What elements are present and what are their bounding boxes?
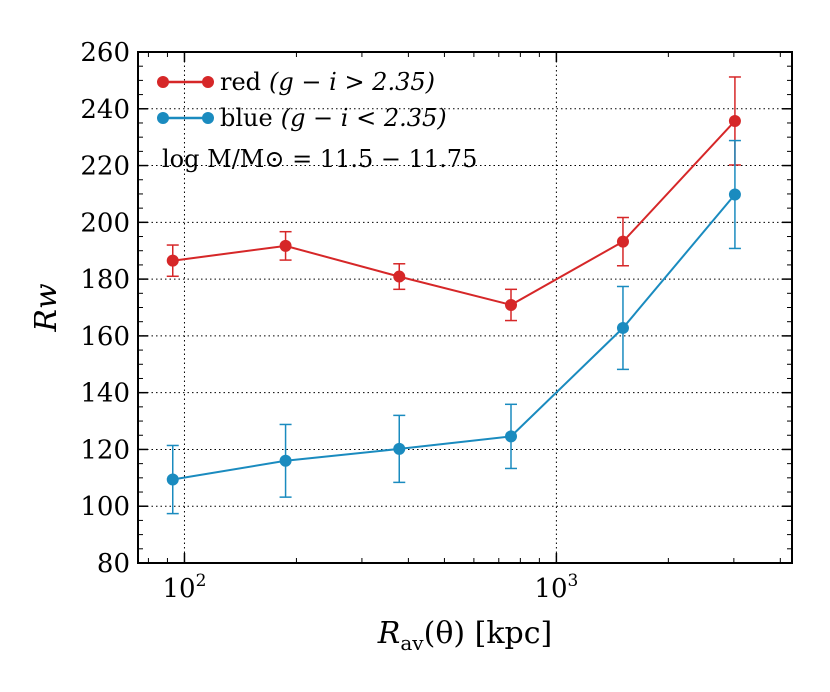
blue-data-point [166,473,179,486]
grid-layer [138,52,792,563]
blue-data-point [279,454,292,467]
red-data-point [616,235,629,248]
legend-label-red-plain: red [220,68,261,96]
blue-series-line [172,193,736,481]
y-tick-label: 120 [80,435,130,465]
x-tick-label: 102 [163,571,207,604]
x-tick-label-base: 10 [534,574,567,604]
legend-label-red-math: (g − i > 2.35) [269,68,435,96]
blue-data-point [728,188,741,201]
series-layer [166,76,741,515]
legend-label-blue: blue (g − i < 2.35) [220,104,447,132]
legend: red (g − i > 2.35) blue (g − i < 2.35) log… [157,68,477,173]
x-axis-label-sub: av [400,631,424,655]
y-tick-label: 200 [80,208,130,238]
y-tick-labels: 80 100 120 140 160 180 200 220 240 260 [80,38,130,579]
y-tick-label: 240 [80,95,130,125]
red-data-point [166,254,179,267]
x-axis-label: Rav(θ) [kpc] [377,616,552,655]
y-tick-label: 140 [80,379,130,409]
x-tick-label-exponent: 2 [196,571,207,591]
y-tick-label: 100 [80,492,130,522]
blue-data-point [616,321,629,334]
ticks-layer [138,51,792,564]
legend-label-red: red (g − i > 2.35) [220,68,435,96]
legend-marker-red-right [202,76,214,88]
y-tick-label: 220 [80,152,130,182]
y-tick-label: 260 [80,38,130,68]
y-tick-label: 180 [80,265,130,295]
x-tick-label-base: 10 [163,574,196,604]
red-series-line [172,120,736,306]
blue-data-point [505,430,518,443]
red-data-point [393,270,406,283]
blue-data-point [393,442,406,455]
red-data-point [279,239,292,252]
legend-marker-blue-right [202,112,214,124]
mass-annotation: log M/M⊙ = 11.5 − 11.75 [162,145,477,173]
red-data-point [728,114,741,127]
red-data-point [505,298,518,311]
x-tick-label-exponent: 3 [568,571,579,591]
y-tick-label: 160 [80,322,130,352]
x-axis-label-main: R [377,616,401,651]
x-axis-label-rest: (θ) [kpc] [424,616,553,651]
series-blue [166,139,741,515]
legend-marker-red-left [157,76,169,88]
x-tick-label: 103 [534,571,578,604]
legend-marker-blue-left [157,112,169,124]
legend-label-blue-math: (g − i < 2.35) [281,104,447,132]
y-axis-label: Rw [29,283,64,333]
y-tick-label: 80 [97,549,130,579]
x-tick-labels: 102 103 [163,571,579,604]
legend-label-blue-plain: blue [220,104,273,132]
